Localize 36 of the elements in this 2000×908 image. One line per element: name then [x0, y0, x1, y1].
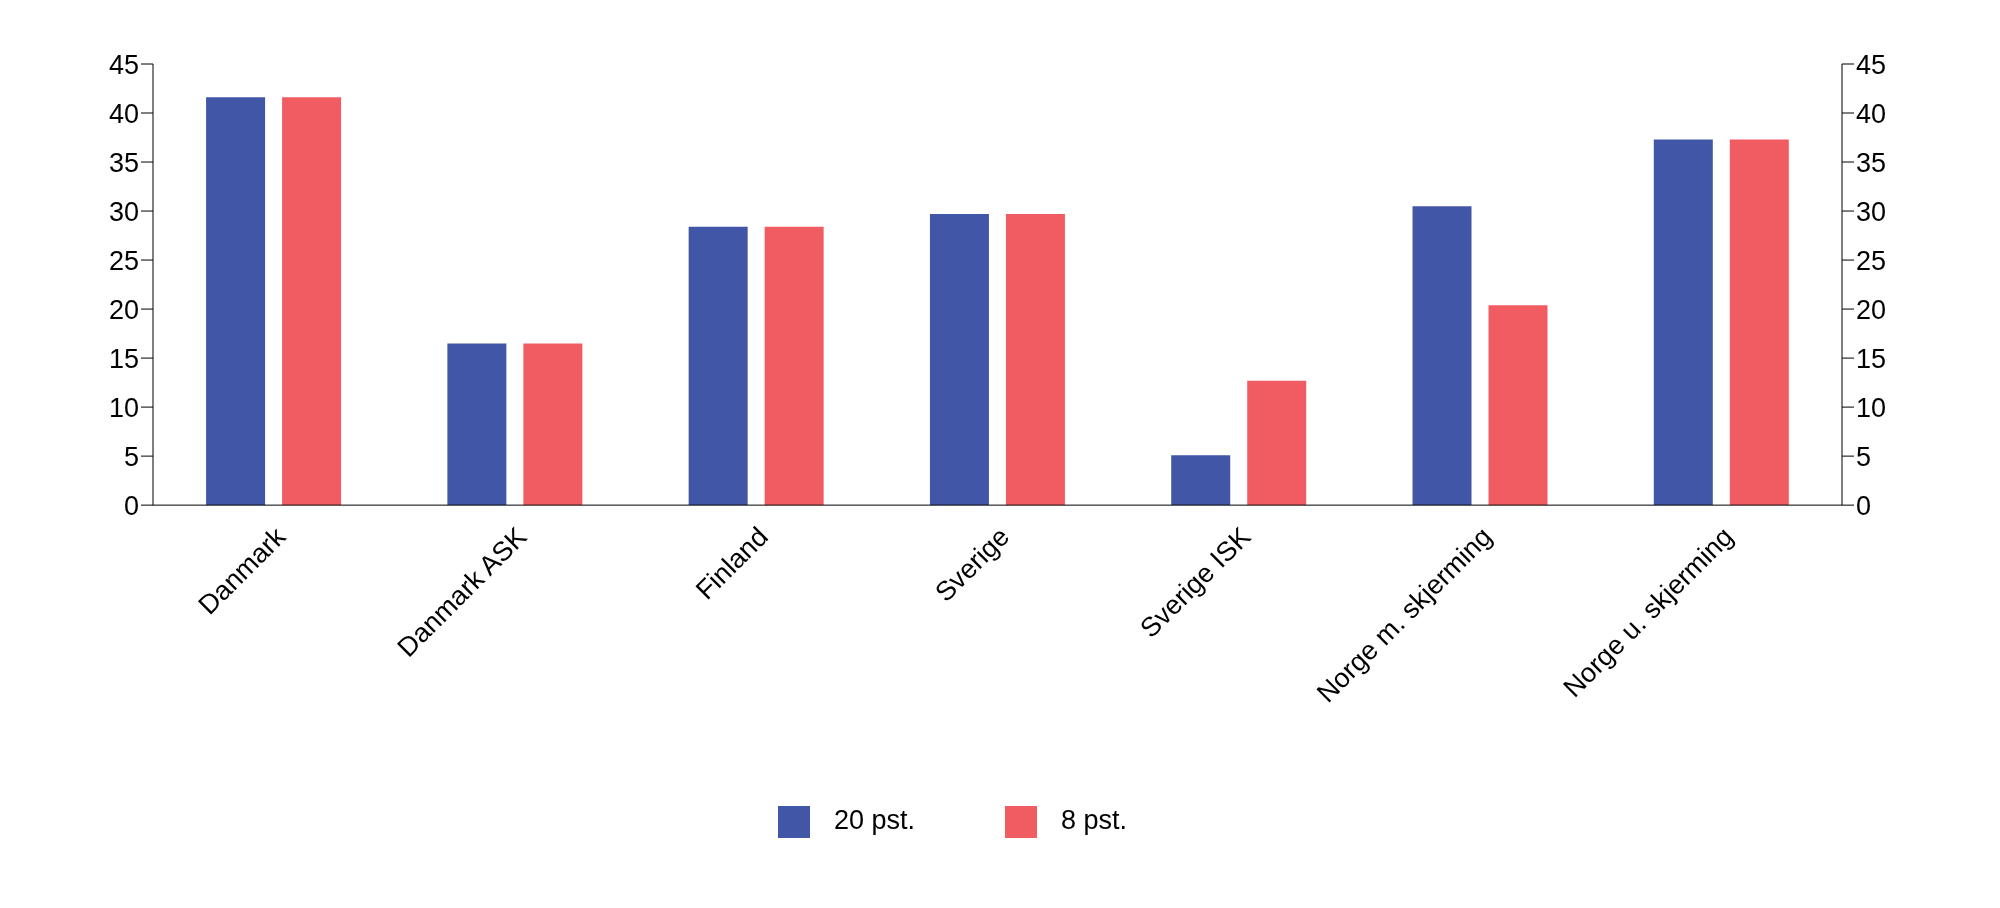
bar: [206, 97, 266, 506]
legend-label: 8 pst.: [1061, 805, 1128, 836]
bar: [282, 97, 342, 506]
legend-label: 20 pst.: [833, 805, 915, 836]
y-tick-label: 20: [108, 294, 139, 325]
y2-tick-label: 20: [1856, 294, 1887, 325]
y-tick-label: 0: [123, 490, 139, 521]
bar: [1488, 305, 1548, 506]
bar: [1005, 213, 1065, 506]
bar: [447, 343, 507, 506]
bar: [764, 226, 824, 506]
y2-tick-label: 15: [1856, 343, 1887, 374]
y-tick-label: 25: [108, 245, 139, 276]
bar: [1729, 139, 1789, 506]
y2-tick-label: 25: [1856, 245, 1887, 276]
bar: [929, 213, 989, 506]
bar: [523, 343, 583, 506]
bar: [1247, 380, 1307, 506]
y-tick-label: 10: [108, 392, 139, 423]
y2-tick-label: 35: [1856, 147, 1887, 178]
y2-tick-label: 45: [1856, 49, 1887, 80]
y-tick-label: 35: [108, 147, 139, 178]
bar: [1653, 139, 1713, 506]
y2-tick-label: 10: [1856, 392, 1887, 423]
y-tick-label: 40: [108, 98, 139, 129]
y-tick-label: 30: [108, 196, 139, 227]
y2-tick-label: 30: [1856, 196, 1887, 227]
bar: [1412, 206, 1472, 506]
y2-tick-label: 0: [1856, 490, 1872, 521]
y-tick-label: 45: [108, 49, 139, 80]
bar: [688, 226, 748, 506]
y2-tick-label: 40: [1856, 98, 1887, 129]
y-tick-label: 15: [108, 343, 139, 374]
bar: [1171, 455, 1231, 506]
y2-tick-label: 5: [1856, 441, 1872, 472]
y-tick-label: 5: [123, 441, 139, 472]
